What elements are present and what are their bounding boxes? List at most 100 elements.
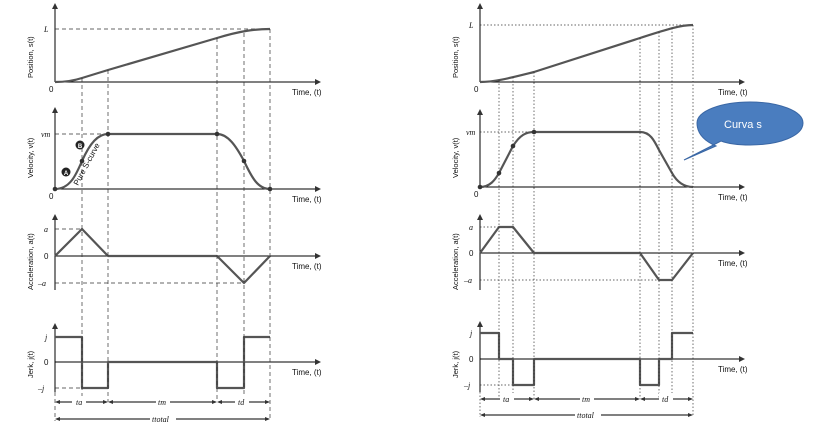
left-td-arrow-l (217, 400, 222, 404)
right-ta-arrow-l (480, 397, 485, 401)
right-velocity-vm-tick: vm (466, 128, 476, 137)
left-position-origin: 0 (49, 85, 54, 94)
right-td-label: td (662, 395, 669, 404)
right-velocity-ylabel: Velocity, v(t) (451, 137, 460, 178)
right-tm-label: tm (582, 395, 590, 404)
left-velocity-marker-b-label: B (78, 144, 83, 150)
left-td-label-bg (235, 396, 249, 406)
left-velocity-point-start (52, 186, 58, 192)
left-velocity-panel: A B Pure S-curve vm 0 Time, (t) Velocity… (26, 107, 322, 204)
right-ta-arrow-r (529, 397, 534, 401)
right-phase-guides (479, 25, 694, 417)
left-velocity-curve (54, 132, 271, 191)
right-acceleration-y-arrow (477, 214, 483, 220)
left-acceleration-zero-tick: 0 (44, 252, 49, 261)
right-td-label-bg (659, 393, 673, 403)
right-ta-label-bg (500, 393, 514, 403)
right-acceleration-zero-tick: 0 (469, 249, 474, 258)
left-position-L-tick: L (43, 25, 49, 34)
right-velocity-point-start (477, 184, 483, 190)
right-position-origin: 0 (474, 85, 479, 94)
right-tm-label-bg (580, 393, 594, 403)
right-jerk-zero-tick: 0 (469, 355, 474, 364)
right-velocity-y-arrow (477, 109, 483, 115)
right-jerk-xlabel: Time, (t) (718, 365, 748, 374)
left-total-label: ttotal (152, 415, 170, 424)
left-td-arrow-r (265, 400, 270, 404)
right-acceleration-neg-a-tick: –a (463, 276, 472, 285)
right-figure: L 0 Time, (t) Position, s(t) vm 0 Time, … (451, 3, 804, 420)
callout-text: Curva s (724, 119, 762, 131)
left-phase-guides (54, 29, 271, 421)
left-velocity-point-inflection (79, 158, 85, 164)
right-velocity-point-jerk-end (496, 170, 502, 176)
left-td-label: td (238, 398, 245, 407)
left-tm-arrow-l (108, 400, 113, 404)
right-intervals: ta tm td ttotal (480, 393, 693, 420)
right-position-L-tick: L (468, 21, 474, 30)
right-tm-arrow-l (534, 397, 539, 401)
left-velocity-point-end (267, 186, 273, 192)
right-position-xlabel: Time, (t) (718, 88, 748, 97)
right-total-arrow-l (480, 413, 485, 417)
left-total-label-bg (150, 413, 176, 423)
left-velocity-curve-label: Pure S-curve (72, 141, 102, 187)
left-jerk-y-arrow (52, 323, 58, 329)
right-acceleration-curve (479, 225, 694, 282)
left-velocity-origin: 0 (49, 192, 54, 201)
right-position-curve (479, 23, 694, 84)
right-jerk-ylabel: Jerk, j(t) (451, 350, 460, 378)
left-acceleration-xlabel: Time, (t) (292, 262, 322, 271)
right-acceleration-ylabel: Acceleration, a(t) (451, 233, 460, 290)
left-acceleration-neg-a-tick: –a (37, 279, 46, 288)
right-velocity-point-const-accel-end (510, 143, 516, 149)
right-jerk-y-arrow (477, 321, 483, 327)
left-acceleration-panel: a 0 –a Time, (t) Acceleration, a(t) (26, 214, 322, 290)
left-velocity-point-decel-start (214, 131, 220, 137)
left-velocity-x-arrow (315, 186, 321, 192)
left-ta-arrow-r (103, 400, 108, 404)
left-jerk-j-tick: j (44, 333, 48, 342)
right-td-arrow-r (688, 397, 693, 401)
left-velocity-marker-a (61, 167, 71, 177)
right-jerk-x-arrow (739, 356, 745, 362)
left-figure: L 0 Time, (t) Position, s(t) A B Pure S-… (26, 3, 322, 424)
callout-bubble-shape (683, 101, 804, 161)
right-acceleration-a-tick: a (469, 223, 473, 232)
left-jerk-zero-tick: 0 (44, 358, 49, 367)
left-intervals: ta tm td ttotal (55, 396, 270, 424)
left-total-arrow-l (55, 417, 60, 421)
left-velocity-xlabel: Time, (t) (292, 195, 322, 204)
left-total-arrow-r (265, 417, 270, 421)
right-tm-arrow-r (635, 397, 640, 401)
left-jerk-xlabel: Time, (t) (292, 368, 322, 377)
right-total-arrow-r (688, 413, 693, 417)
right-ta-label: ta (503, 395, 509, 404)
right-position-y-arrow (477, 3, 483, 9)
left-ta-label: ta (76, 398, 82, 407)
right-acceleration-xlabel: Time, (t) (718, 259, 748, 268)
left-jerk-neg-j-tick: –j (37, 384, 45, 393)
left-velocity-ylabel: Velocity, v(t) (26, 137, 35, 178)
left-acceleration-x-arrow (315, 253, 321, 259)
left-position-x-arrow (315, 79, 321, 85)
left-jerk-ylabel: Jerk, j(t) (26, 350, 35, 378)
right-velocity-x-arrow (739, 184, 745, 190)
right-acceleration-panel: a 0 –a Time, (t) Acceleration, a(t) (451, 214, 748, 290)
left-position-xlabel: Time, (t) (292, 88, 322, 97)
left-ta-label-bg (72, 396, 86, 406)
right-total-label: ttotal (577, 411, 595, 420)
left-acceleration-y-arrow (52, 214, 58, 220)
left-velocity-vm-tick: vm (41, 130, 51, 139)
left-tm-label: tm (158, 398, 166, 407)
right-position-panel: L 0 Time, (t) Position, s(t) (451, 3, 748, 97)
left-position-ylabel: Position, s(t) (26, 36, 35, 78)
right-position-ylabel: Position, s(t) (451, 36, 460, 78)
right-jerk-panel: j 0 –j Time, (t) Jerk, j(t) (451, 321, 748, 392)
left-position-y-arrow (52, 3, 58, 9)
right-velocity-panel: vm 0 Time, (t) Velocity, v(t) (451, 109, 748, 202)
curva-s-callout: Curva s (683, 101, 804, 161)
right-jerk-curve (480, 331, 693, 387)
